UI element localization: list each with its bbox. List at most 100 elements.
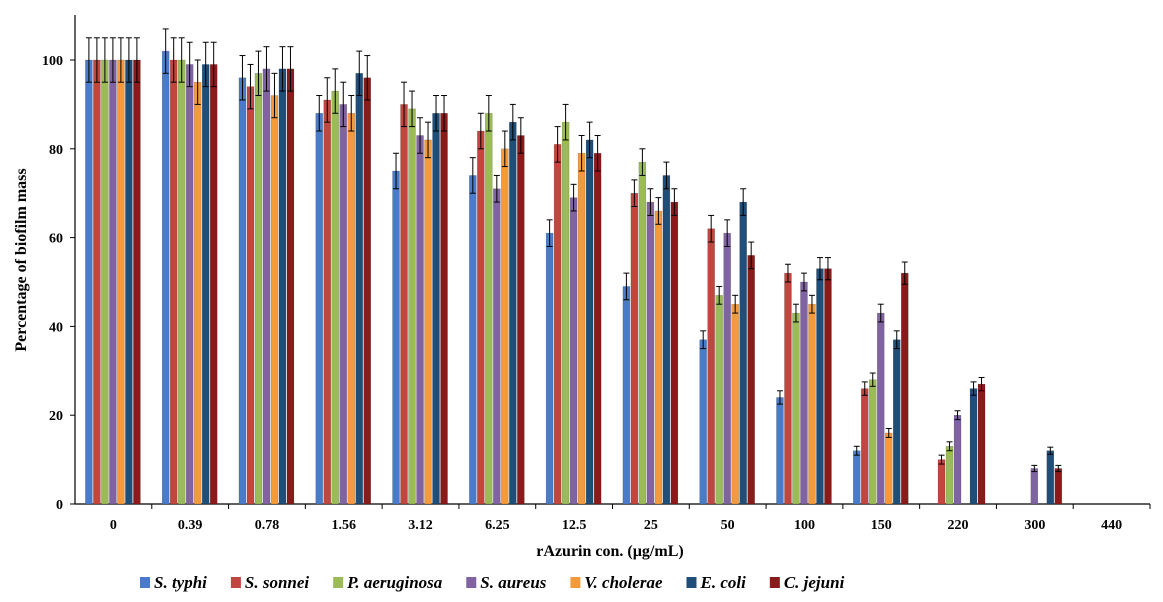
legend-label: S. aureus	[480, 573, 547, 592]
x-tick-label: 440	[1101, 518, 1122, 533]
x-tick-label: 6.25	[485, 518, 510, 533]
bar	[561, 121, 570, 505]
bar	[776, 397, 784, 505]
bar	[723, 232, 731, 505]
bar	[493, 188, 501, 505]
bar	[662, 175, 671, 505]
legend-swatch	[230, 577, 241, 588]
legend-label: C. jejuni	[784, 573, 845, 592]
bar	[1030, 468, 1039, 505]
bar	[569, 197, 578, 505]
y-tick-label: 60	[49, 232, 63, 247]
bar	[731, 303, 739, 505]
bar	[286, 68, 295, 505]
legend-swatch	[140, 577, 150, 588]
y-axis-ticks: 0 20 40 60 80 100	[42, 54, 75, 513]
bar	[715, 295, 723, 505]
bar	[209, 64, 218, 505]
bar	[109, 59, 117, 505]
bar	[800, 281, 808, 505]
bar	[953, 414, 962, 505]
bar	[509, 121, 517, 505]
bar	[85, 59, 93, 505]
legend-swatch	[769, 577, 780, 588]
bar	[400, 104, 408, 505]
bar	[339, 104, 347, 505]
bar	[937, 459, 946, 505]
legend-label: E. coli	[699, 573, 746, 592]
bar	[945, 446, 954, 505]
bar	[646, 201, 655, 505]
y-tick-label: 100	[42, 54, 63, 69]
x-tick-label: 50	[721, 518, 735, 533]
y-tick-label: 80	[49, 143, 63, 158]
bar	[747, 255, 755, 505]
y-tick-label: 0	[56, 498, 63, 513]
bar	[877, 312, 885, 505]
bar	[254, 73, 263, 505]
plot-area	[74, 15, 1150, 505]
x-tick-label: 0	[110, 518, 117, 533]
bar	[485, 113, 493, 505]
legend-item: P. aeruginosa	[333, 573, 443, 592]
bar	[670, 201, 679, 505]
legend-item: E. coli	[686, 573, 746, 592]
bar	[416, 135, 424, 505]
bar	[101, 59, 109, 505]
legend-item: V. cholerae	[570, 573, 663, 592]
bar	[262, 68, 271, 505]
bar	[699, 339, 707, 505]
bar	[853, 450, 861, 505]
bar	[432, 113, 440, 505]
legend-label: P. aeruginosa	[346, 573, 443, 592]
y-axis-title: Percentage of biofilm mass	[13, 168, 30, 351]
bar	[201, 64, 210, 505]
legend-swatch	[570, 577, 581, 588]
legend-swatch	[686, 577, 697, 588]
bar	[161, 50, 170, 505]
legend-swatch	[466, 577, 477, 588]
x-tick-label: 100	[794, 518, 815, 533]
y-tick-label: 20	[49, 409, 63, 424]
x-tick-label: 0.39	[178, 518, 203, 533]
bar	[238, 77, 247, 505]
bar	[630, 192, 639, 505]
bar	[517, 135, 525, 505]
x-tick-label: 150	[871, 518, 892, 533]
x-tick-label: 300	[1024, 518, 1045, 533]
bar	[270, 95, 279, 505]
bar	[869, 379, 877, 505]
bar	[792, 312, 800, 505]
legend-label: S. sonnei	[245, 573, 310, 592]
bar	[707, 228, 715, 505]
bar	[585, 139, 594, 505]
bar	[133, 59, 141, 505]
legend: S. typhi S. sonnei P. aeruginosa S. aureus V…	[140, 573, 845, 592]
legend-item: S. sonnei	[230, 573, 310, 592]
bar	[440, 113, 448, 505]
bar	[977, 383, 986, 505]
bar	[553, 144, 562, 505]
bar	[1046, 450, 1055, 505]
legend-item: S. typhi	[140, 573, 207, 592]
bar	[816, 268, 824, 505]
legend-item: C. jejuni	[769, 573, 845, 592]
bar	[885, 432, 893, 505]
bar	[246, 86, 255, 505]
bar	[392, 170, 400, 505]
bar	[739, 201, 747, 505]
legend-swatch	[333, 577, 344, 588]
x-tick-label: 1.56	[332, 518, 357, 533]
x-axis-ticks: 0 0.39 0.78 1.56 3.12 6.25 12.5 25 50 100 150 220 30…	[110, 504, 1151, 533]
bar	[117, 59, 125, 505]
bar	[545, 232, 554, 505]
bar	[408, 108, 416, 505]
x-axis-title: rAzurin con. (µg/mL)	[536, 543, 683, 560]
y-tick-label: 40	[49, 320, 63, 335]
bar	[185, 64, 194, 505]
bar	[363, 77, 371, 505]
bar	[861, 388, 869, 505]
x-tick-label: 12.5	[562, 518, 587, 533]
